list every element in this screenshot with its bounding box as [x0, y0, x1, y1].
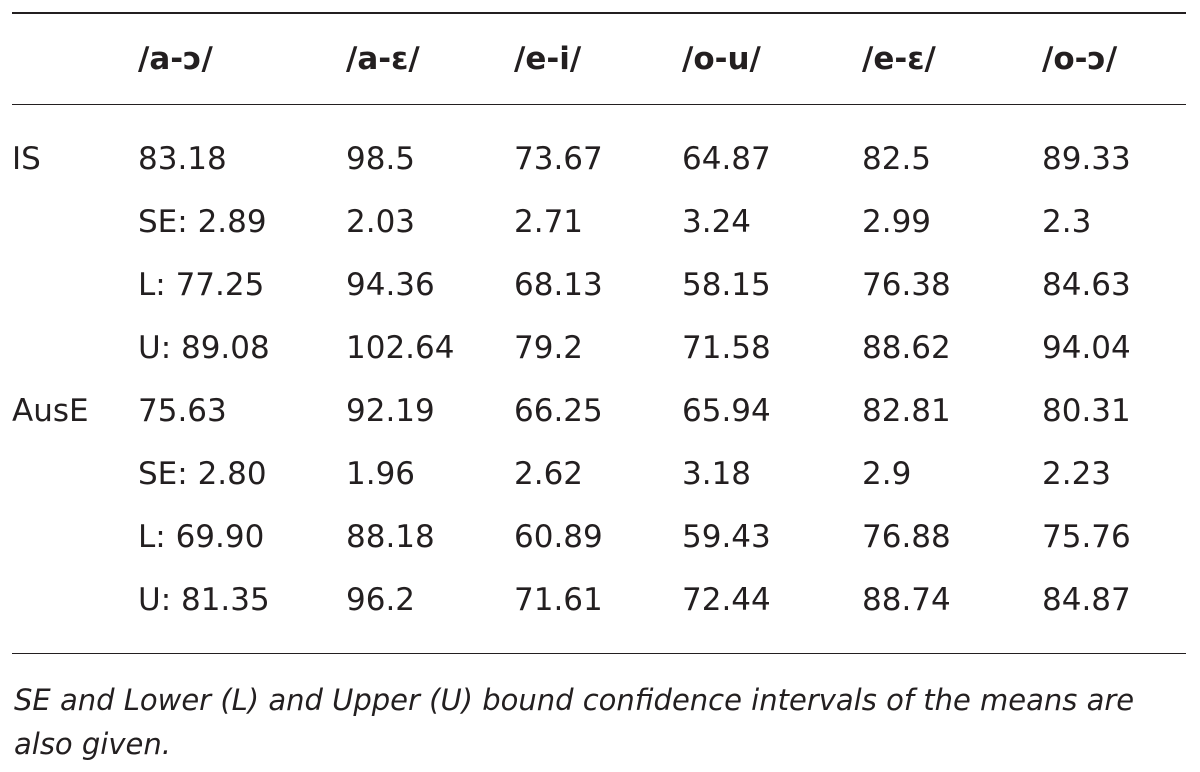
table-cell: 80.31: [1042, 392, 1131, 429]
table-cell: 1.96: [346, 455, 416, 492]
spacer-row: [12, 105, 1186, 127]
table-cell: L: 69.90: [138, 518, 265, 555]
table-cell: 94.04: [1042, 329, 1131, 366]
row-group-label: [12, 568, 138, 631]
table-row: SE: 2.80 1.96 2.62 3.18 2.9 2.23: [12, 442, 1186, 505]
table-cell: 2.03: [346, 203, 416, 240]
header-rule: [12, 104, 1186, 105]
table-cell: L: 77.25: [138, 266, 265, 303]
top-rule: [12, 12, 1186, 14]
table-cell: 2.23: [1042, 455, 1112, 492]
table-cell: 58.15: [682, 266, 771, 303]
table-row: U: 81.35 96.2 71.61 72.44 88.74 84.87: [12, 568, 1186, 631]
header-cell: /o-ɔ/: [1042, 41, 1118, 77]
table-cell: 76.88: [862, 518, 951, 555]
row-group-label: [12, 253, 138, 316]
table-cell: 3.18: [682, 455, 752, 492]
table-cell: 89.33: [1042, 140, 1131, 177]
table-row: SE: 2.89 2.03 2.71 3.24 2.99 2.3: [12, 190, 1186, 253]
header-row: /a-ɔ/ /a-ε/ /e-i/ /o-u/ /e-ε/ /o-ɔ/: [12, 14, 1186, 104]
table-cell: U: 81.35: [138, 581, 270, 618]
header-cell: /a-ɔ/: [138, 41, 213, 77]
table-cell: 72.44: [682, 581, 771, 618]
bottom-rule: [12, 653, 1186, 654]
table-cell: 76.38: [862, 266, 951, 303]
table-cell: 71.58: [682, 329, 771, 366]
table-cell: SE: 2.89: [138, 203, 267, 240]
data-table: /a-ɔ/ /a-ε/ /e-i/ /o-u/ /e-ε/ /o-ɔ/ IS 83…: [12, 12, 1186, 654]
row-group-label: [12, 442, 138, 505]
header-cell: /a-ε/: [346, 41, 420, 77]
table-cell: 2.62: [514, 455, 584, 492]
table-cell: 84.87: [1042, 581, 1131, 618]
table-row: AusE 75.63 92.19 66.25 65.94 82.81 80.31: [12, 379, 1186, 442]
table-row: L: 69.90 88.18 60.89 59.43 76.88 75.76: [12, 505, 1186, 568]
table-cell: 96.2: [346, 581, 416, 618]
table-cell: 64.87: [682, 140, 771, 177]
table-cell: 75.76: [1042, 518, 1131, 555]
table-cell: 68.13: [514, 266, 603, 303]
table-cell: 102.64: [346, 329, 455, 366]
table-row: IS 83.18 98.5 73.67 64.87 82.5 89.33: [12, 127, 1186, 190]
table-cell: 2.3: [1042, 203, 1092, 240]
table-cell: 84.63: [1042, 266, 1131, 303]
table-cell: 2.71: [514, 203, 584, 240]
row-group-label: AusE: [12, 392, 89, 429]
table-cell: 88.62: [862, 329, 951, 366]
table-cell: 2.99: [862, 203, 932, 240]
header-cell: /e-ε/: [862, 41, 936, 77]
table-cell: U: 89.08: [138, 329, 270, 366]
table-cell: 75.63: [138, 392, 227, 429]
table-footnote: SE and Lower (L) and Upper (U) bound con…: [14, 683, 1135, 761]
table-cell: 3.24: [682, 203, 752, 240]
row-group-label: IS: [12, 140, 41, 177]
table-cell: 59.43: [682, 518, 771, 555]
table-row: U: 89.08 102.64 79.2 71.58 88.62 94.04: [12, 316, 1186, 379]
table-cell: 82.81: [862, 392, 951, 429]
table-cell: 83.18: [138, 140, 227, 177]
table-cell: 60.89: [514, 518, 603, 555]
table-cell: 71.61: [514, 581, 603, 618]
header-cell: [12, 14, 138, 104]
table-cell: 79.2: [514, 329, 584, 366]
table-cell: 88.18: [346, 518, 435, 555]
table-cell: 94.36: [346, 266, 435, 303]
table-cell: SE: 2.80: [138, 455, 267, 492]
row-group-label: [12, 316, 138, 379]
table-row: L: 77.25 94.36 68.13 58.15 76.38 84.63: [12, 253, 1186, 316]
header-cell: /o-u/: [682, 41, 761, 77]
table-cell: 73.67: [514, 140, 603, 177]
header-cell: /e-i/: [514, 41, 582, 77]
table-cell: 2.9: [862, 455, 912, 492]
table-cell: 98.5: [346, 140, 416, 177]
table-cell: 92.19: [346, 392, 435, 429]
table-cell: 66.25: [514, 392, 603, 429]
table-cell: 82.5: [862, 140, 932, 177]
row-group-label: [12, 190, 138, 253]
table-cell: 88.74: [862, 581, 951, 618]
row-group-label: [12, 505, 138, 568]
table-cell: 65.94: [682, 392, 771, 429]
